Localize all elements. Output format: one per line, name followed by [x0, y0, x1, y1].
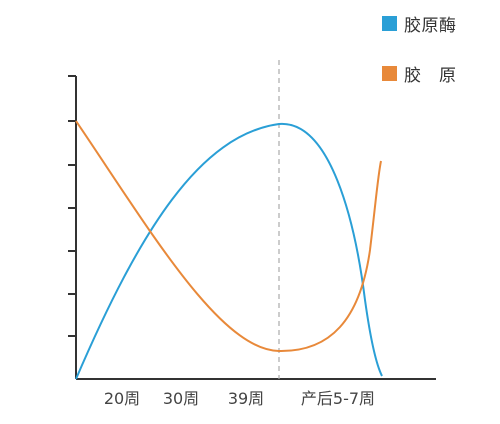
axes — [68, 75, 436, 380]
legend-swatch-collagen — [382, 65, 397, 81]
series-line-collagen — [75, 120, 382, 353]
x-tick-label-2: 30周 — [163, 389, 199, 408]
legend-label-collagenase: 胶原酶 — [404, 15, 457, 36]
x-tick-label-1: 20周 — [104, 389, 140, 408]
x-tick-label-3: 39周 — [228, 389, 264, 408]
legend: 胶原酶 胶 原 — [382, 12, 457, 112]
legend-label-collagen: 胶 原 — [404, 65, 457, 86]
legend-item-collagen: 胶 原 — [382, 62, 457, 86]
legend-item-collagenase: 胶原酶 — [382, 12, 457, 36]
x-tick-label-4: 产后5-7周 — [301, 389, 375, 408]
x-tick-labels: 20周 30周 39周 产后5-7周 — [104, 389, 375, 408]
legend-swatch-collagenase — [382, 15, 397, 31]
series-line-collagenase — [75, 122, 383, 380]
